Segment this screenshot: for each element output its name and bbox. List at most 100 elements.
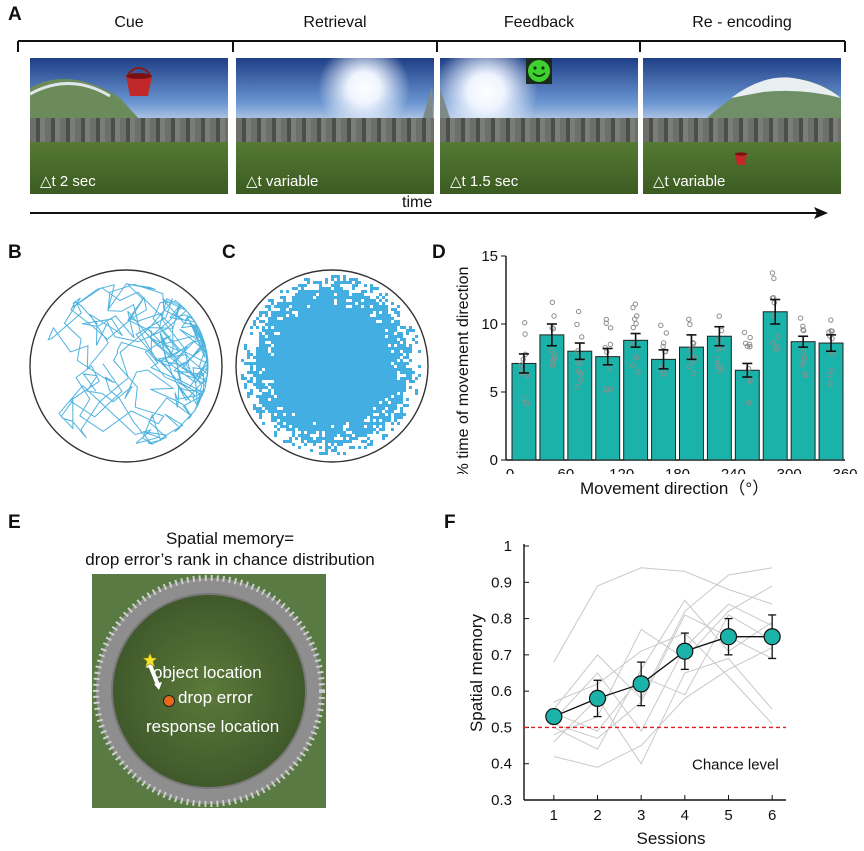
data-point bbox=[771, 275, 777, 282]
data-point bbox=[661, 371, 667, 377]
f-x-tick-label: 6 bbox=[768, 807, 776, 824]
data-point bbox=[714, 363, 721, 369]
individual-line bbox=[553, 614, 773, 739]
data-point bbox=[578, 371, 584, 377]
data-point bbox=[829, 328, 835, 334]
data-point bbox=[607, 386, 614, 392]
data-point bbox=[800, 327, 806, 333]
data-point bbox=[548, 347, 554, 353]
data-point bbox=[575, 308, 582, 315]
f-x-tick-label: 4 bbox=[681, 807, 689, 824]
bucket-icon bbox=[126, 67, 152, 96]
data-point bbox=[663, 330, 670, 336]
mean-point bbox=[545, 707, 563, 726]
panel-a-label: A bbox=[8, 4, 22, 25]
time-arrow bbox=[30, 207, 828, 219]
data-point bbox=[801, 359, 807, 366]
mean-point bbox=[588, 689, 607, 707]
d-x-axis-label: Movement direction（°） bbox=[580, 479, 770, 498]
data-point bbox=[633, 354, 640, 361]
data-point bbox=[630, 362, 636, 369]
individual-line bbox=[553, 647, 773, 768]
data-point bbox=[828, 317, 834, 323]
f-x-tick-label: 2 bbox=[593, 807, 601, 824]
data-point bbox=[716, 313, 722, 319]
data-point bbox=[660, 340, 667, 346]
data-point bbox=[549, 299, 556, 306]
scene-feedback: △t 1.5 sec bbox=[440, 58, 638, 194]
occupancy-map bbox=[235, 269, 429, 463]
data-point bbox=[747, 343, 753, 350]
panel-c-label: C bbox=[222, 242, 236, 263]
data-point bbox=[745, 366, 752, 372]
data-point bbox=[690, 370, 697, 377]
data-point bbox=[658, 322, 664, 329]
trajectory-plot bbox=[29, 269, 223, 463]
panel-e-label: E bbox=[8, 512, 21, 533]
phase-label-cue: Cue bbox=[114, 14, 144, 31]
d-x-tick-label: 300 bbox=[777, 466, 802, 474]
data-point bbox=[579, 334, 585, 340]
data-point bbox=[630, 324, 636, 331]
data-point bbox=[797, 315, 804, 321]
data-point bbox=[632, 316, 638, 322]
data-point bbox=[522, 331, 528, 337]
d-x-tick-label: 240 bbox=[721, 466, 746, 474]
data-point bbox=[801, 355, 808, 361]
f-y-tick-label: 0.6 bbox=[491, 683, 512, 700]
d-x-tick-label: 180 bbox=[665, 466, 690, 474]
movement-direction-chart: 0 5 10 15 0 60 120 180 240 300 360 % time of moveme… bbox=[455, 248, 858, 474]
bar bbox=[762, 311, 788, 461]
data-point bbox=[802, 371, 808, 377]
mean-point bbox=[632, 675, 650, 693]
data-point bbox=[604, 349, 610, 355]
data-point bbox=[603, 320, 609, 326]
bar bbox=[567, 350, 593, 461]
data-point bbox=[574, 383, 580, 390]
mean-point bbox=[763, 628, 781, 646]
data-point bbox=[635, 369, 641, 375]
e-caption-line1: Spatial memory= bbox=[165, 529, 295, 548]
bar bbox=[679, 346, 704, 461]
f-x-tick-label: 1 bbox=[550, 807, 558, 824]
data-point bbox=[827, 333, 833, 339]
data-point bbox=[826, 372, 833, 378]
individual-line bbox=[553, 657, 773, 765]
d-x-tick-label: 360 bbox=[832, 466, 857, 474]
object-location-label: object location bbox=[153, 663, 262, 682]
data-point bbox=[829, 367, 835, 374]
individual-line bbox=[553, 567, 773, 710]
d-y-tick-label: 15 bbox=[481, 248, 498, 265]
response-dot-icon bbox=[163, 695, 175, 707]
data-point bbox=[607, 341, 614, 348]
f-y-tick-label: 0.5 bbox=[491, 719, 512, 736]
data-point bbox=[774, 344, 781, 350]
data-point bbox=[827, 381, 833, 387]
individual-line bbox=[553, 599, 773, 750]
data-point bbox=[522, 320, 528, 326]
star-icon bbox=[142, 652, 158, 668]
data-point bbox=[744, 343, 751, 350]
dt-retrieval: △t variable bbox=[246, 173, 319, 190]
mean-point bbox=[676, 642, 694, 660]
d-x-tick-label: 60 bbox=[557, 466, 574, 474]
data-point bbox=[574, 321, 580, 328]
d-x-tick-label: 120 bbox=[609, 466, 634, 474]
panel-d-label: D bbox=[432, 242, 446, 263]
d-y-axis-label: % time of movement direction bbox=[455, 267, 472, 474]
response-location-label: response location bbox=[146, 717, 280, 736]
data-point bbox=[578, 377, 584, 383]
f-y-tick-label: 0.7 bbox=[491, 647, 512, 664]
f-x-tick-label: 3 bbox=[637, 807, 645, 824]
data-point bbox=[800, 323, 806, 330]
individual-line bbox=[553, 585, 773, 736]
data-point bbox=[769, 270, 776, 276]
f-y-axis-label: Spatial memory bbox=[467, 613, 486, 732]
data-point bbox=[716, 368, 723, 374]
scene-retrieval: △t variable bbox=[236, 58, 434, 194]
mean-point bbox=[719, 628, 738, 646]
f-x-axis-label: Sessions bbox=[637, 829, 706, 848]
f-y-tick-label: 1 bbox=[504, 538, 512, 555]
data-point bbox=[658, 366, 665, 373]
dt-feedback: △t 1.5 sec bbox=[450, 173, 519, 190]
